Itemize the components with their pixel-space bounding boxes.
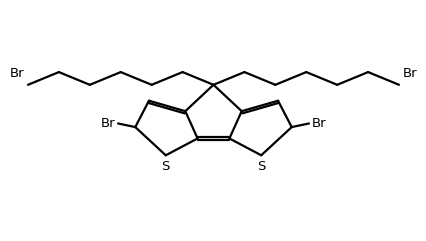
- Text: Br: Br: [311, 117, 325, 130]
- Text: Br: Br: [402, 67, 416, 80]
- Text: Br: Br: [10, 67, 24, 80]
- Text: Br: Br: [101, 117, 115, 130]
- Text: S: S: [161, 160, 170, 173]
- Text: S: S: [256, 160, 265, 173]
